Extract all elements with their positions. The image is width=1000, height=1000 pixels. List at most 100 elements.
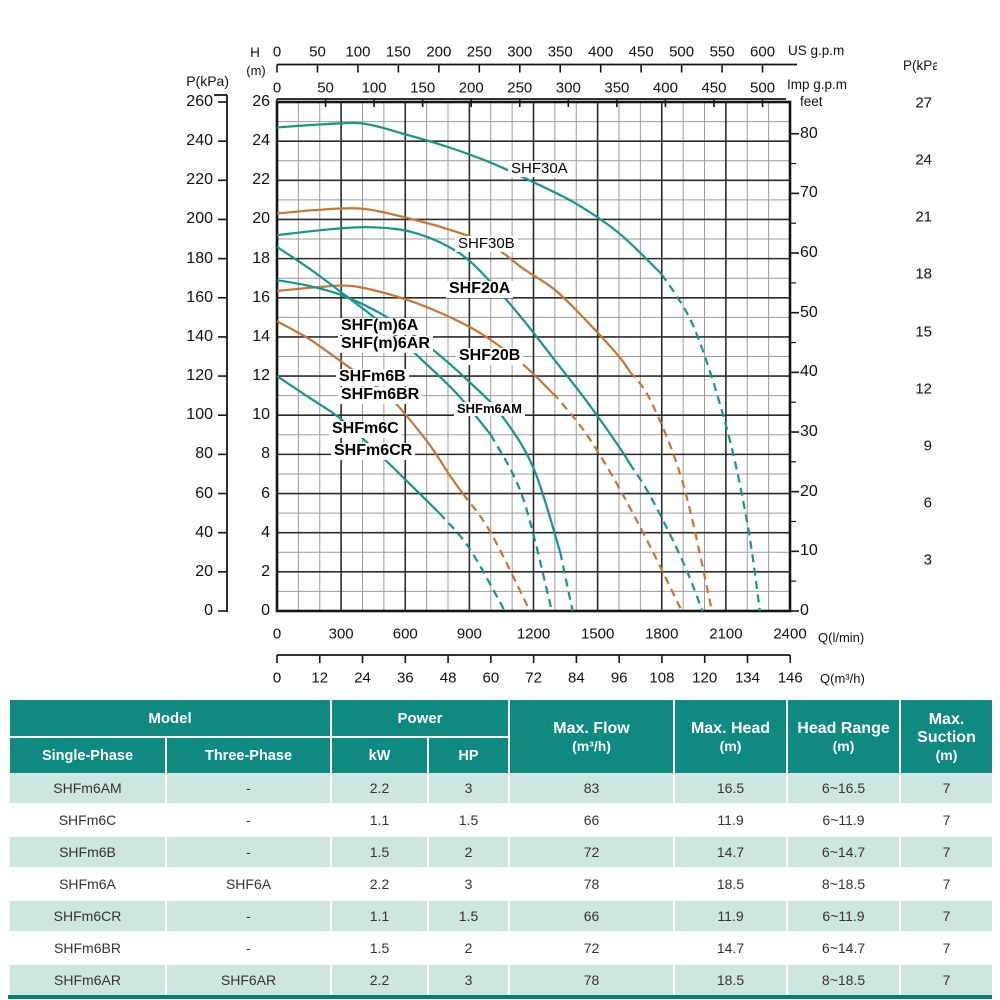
q-lmin-tick-label: 1800 <box>645 625 679 643</box>
imp-gpm-tick-label: 100 <box>361 79 387 97</box>
col-subheader-hp: HP <box>426 737 511 773</box>
curve-label-shf30a: SHF30A <box>508 161 571 177</box>
curve-label-shf-m-6a: SHF(m)6A <box>338 317 422 335</box>
p-left-tick-label: 160 <box>186 288 213 306</box>
value-cell: 1.5 <box>426 899 511 932</box>
value-cell: SHF6A <box>165 867 332 900</box>
curve-shfm6c-shfm6cr-dashed <box>438 512 506 612</box>
q-m3h-tick-label: 48 <box>439 669 457 687</box>
curve-shf30b-dashed <box>628 462 704 612</box>
curve-shfm6am-dashed <box>559 552 574 612</box>
q-m3h-tick-label: 12 <box>311 669 329 687</box>
value-cell: 2.2 <box>330 963 429 995</box>
value-cell: 18.5 <box>673 963 789 995</box>
value-cell: - <box>165 773 332 804</box>
p-right-tick-label: 3 <box>923 551 932 569</box>
p-right-tick-label: 18 <box>915 265 932 283</box>
imp-gpm-tick-label: 150 <box>410 79 436 97</box>
q-m3h-tick-label: 96 <box>610 669 628 687</box>
value-cell: 3 <box>426 963 511 995</box>
curve-label-shf20a: SHF20A <box>446 280 514 298</box>
spec-table: Model Power Max. Flow (m³/h) Max. Head (m) Hea… <box>8 700 995 995</box>
curve-shf20b-dashed <box>552 393 683 612</box>
q-lmin-tick-label: 2100 <box>709 625 743 643</box>
value-cell: 66 <box>508 803 676 836</box>
value-cell: 18.5 <box>673 867 789 900</box>
curve-label-shfm6cr: SHFm6CR <box>331 442 416 460</box>
p-left-tick-label: 220 <box>186 171 213 189</box>
pump-curve-chart: P(kPa) H (m) US g.p.m Imp g.p.m feet P(k… <box>186 43 937 687</box>
model-cell: SHFm6BR <box>8 931 167 964</box>
value-cell: 6~11.9 <box>786 803 902 836</box>
value-cell: - <box>165 803 332 836</box>
p-left-tick-label: 240 <box>186 132 213 150</box>
col-header-model: Model <box>8 700 332 738</box>
feet-tick-label: 10 <box>800 542 818 560</box>
q-m3h-tick-label: 108 <box>649 669 675 687</box>
table-bottom-bar <box>8 995 992 999</box>
head-tick-label: 2 <box>261 562 270 580</box>
feet-tick-label: 30 <box>800 423 818 441</box>
value-cell: 7 <box>899 773 995 804</box>
col-header-head-range: Head Range (m) <box>786 700 902 773</box>
value-cell: 7 <box>899 803 995 836</box>
p-right-tick-label: 24 <box>915 151 932 169</box>
value-cell: 1.1 <box>330 803 429 836</box>
q-m3h-tick-label: 134 <box>734 669 760 687</box>
table-row-shfm6br: SHFm6BR -1.5 2 72 14.7 6~14.7 7 <box>8 931 995 964</box>
p-right-tick-label: 12 <box>915 380 932 398</box>
value-cell: 14.7 <box>673 931 789 964</box>
model-cell: SHFm6AM <box>8 773 167 804</box>
col-subheader-kw: kW <box>330 737 429 773</box>
us-gpm-tick-label: 100 <box>345 43 371 61</box>
value-cell: 1.1 <box>330 899 429 932</box>
flow-m3h-axis-title: Q(m³/h) <box>820 671 865 686</box>
value-cell: 2.2 <box>330 773 429 804</box>
value-cell: 8~18.5 <box>786 867 902 900</box>
right-pressure-axis-title: P(kPa <box>903 58 937 73</box>
model-cell: SHFm6C <box>8 803 167 836</box>
curve-shf30a-solid <box>276 121 663 276</box>
curve-label-shf-m-6ar: SHF(m)6AR <box>338 335 433 353</box>
value-cell: 11.9 <box>673 899 789 932</box>
curve-label-shfm6br: SHFm6BR <box>338 386 423 404</box>
p-left-tick-label: 260 <box>186 92 213 110</box>
feet-tick-label: 80 <box>800 124 818 142</box>
p-left-tick-label: 0 <box>204 602 213 619</box>
us-gpm-tick-label: 200 <box>426 43 452 61</box>
q-lmin-tick-label: 900 <box>456 625 482 643</box>
value-cell: 3 <box>426 867 511 900</box>
value-cell: 72 <box>508 835 676 868</box>
q-m3h-tick-label: 120 <box>692 669 718 687</box>
feet-tick-label: 50 <box>800 303 818 321</box>
model-cell: SHFm6CR <box>8 899 167 932</box>
imp-gpm-tick-label: 0 <box>272 79 282 97</box>
p-right-tick-label: 21 <box>915 208 932 226</box>
p-right-tick-label: 6 <box>923 494 932 512</box>
p-left-tick-label: 60 <box>195 484 213 502</box>
imp-gpm-tick-label: 300 <box>555 79 581 97</box>
head-tick-label: 22 <box>252 171 270 189</box>
q-lmin-tick-label: 600 <box>392 625 418 643</box>
q-m3h-tick-label: 0 <box>272 669 282 687</box>
head-tick-label: 6 <box>261 484 270 502</box>
p-left-tick-label: 20 <box>195 562 213 580</box>
value-cell: 6~14.7 <box>786 931 902 964</box>
left-pressure-axis-title: P(kPa) <box>186 73 229 89</box>
value-cell: 6~16.5 <box>786 773 902 804</box>
head-tick-label: 18 <box>252 249 270 267</box>
value-cell: 78 <box>508 963 676 995</box>
curve-label-shfm6b: SHFm6B <box>336 368 409 386</box>
head-tick-label: 10 <box>252 406 270 424</box>
model-cell: SHFm6A <box>8 867 167 900</box>
p-right-tick-label: 9 <box>923 437 932 455</box>
table-row-shfm6ar: SHFm6AR SHF6AR 2.2 3 78 18.5 8~18.5 7 <box>8 963 995 995</box>
p-right-tick-label: 15 <box>915 323 932 341</box>
q-m3h-tick-label: 84 <box>568 669 585 687</box>
plot-border <box>275 100 792 613</box>
imp-gpm-tick-label: 500 <box>750 79 776 97</box>
model-cell: SHFm6AR <box>8 963 167 995</box>
head-tick-label: 26 <box>252 92 270 110</box>
p-left-tick-label: 200 <box>186 210 213 228</box>
head-tick-label: 14 <box>252 327 270 345</box>
